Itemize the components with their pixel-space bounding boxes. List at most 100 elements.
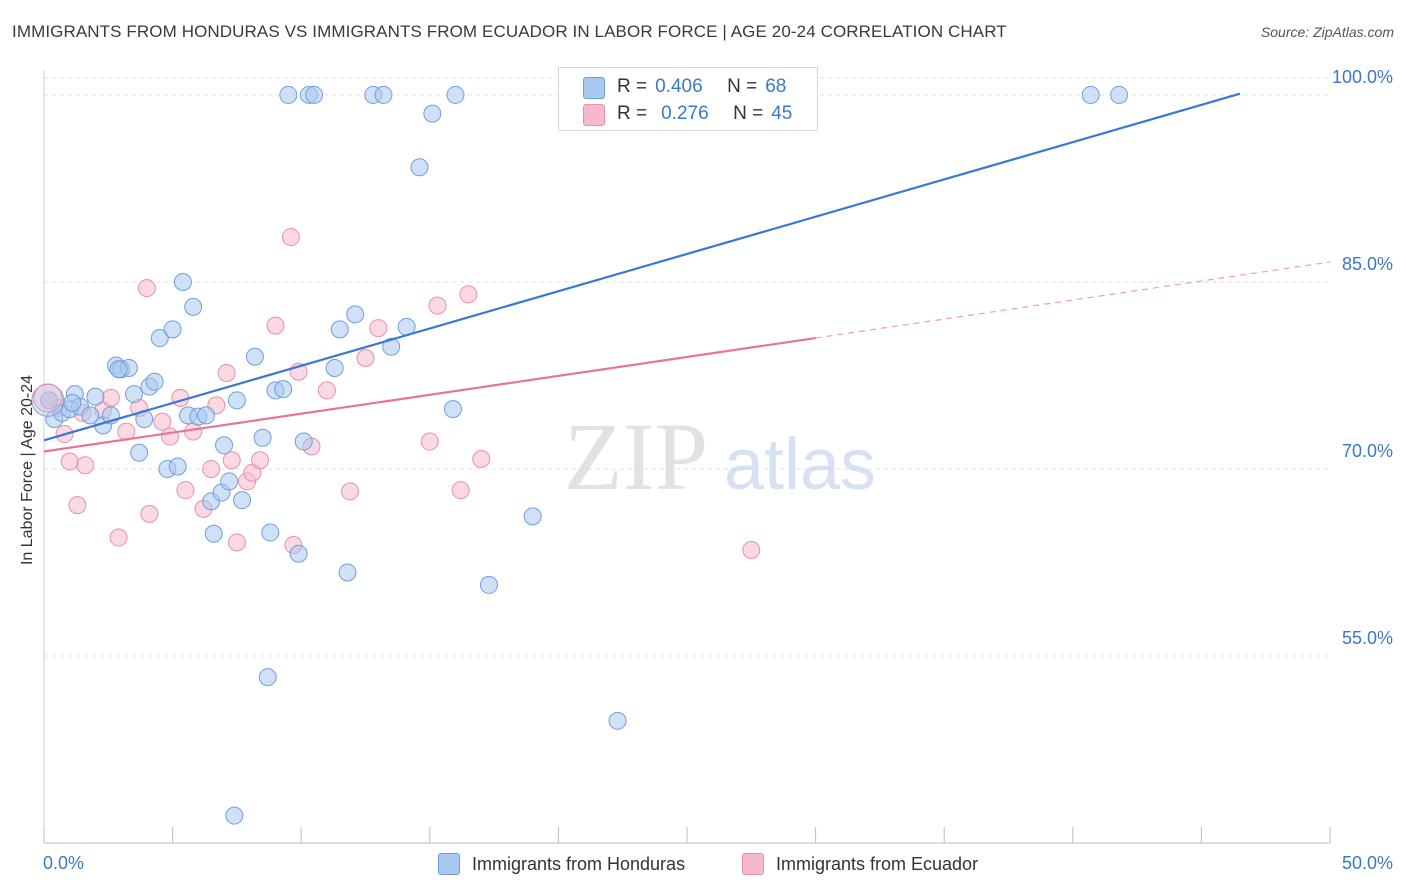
r-value: 0.406 [655,76,703,97]
honduras-point [346,305,365,324]
honduras-point [63,393,82,412]
honduras-point [184,297,203,316]
honduras-point [215,436,234,455]
honduras-trend-line [43,92,1241,442]
ecuador-point [459,285,478,304]
honduras-point [294,432,313,451]
honduras-point [443,400,462,419]
honduras-point [225,806,244,825]
ecuador-point [153,412,172,431]
ecuador-point [742,541,761,560]
honduras-point [86,387,105,406]
ecuador-cluster-point [33,383,63,413]
honduras-point [410,158,429,177]
ecuador-point [227,533,246,552]
stats-legend: R = 0.406 N = 68 R = 0.276 N = 45 [558,67,818,131]
honduras-point [227,391,246,410]
honduras-point [130,443,149,462]
legend-label-honduras: Immigrants from Honduras [472,853,686,874]
ecuador-point [369,319,388,338]
ecuador-point [356,349,375,368]
r-label: R = [617,76,648,97]
source-credit: Source: ZipAtlas.com [1260,24,1394,40]
y-tick-label: 85.0% [1342,254,1393,274]
y-tick-label: 100.0% [1332,67,1393,87]
watermark-zip: ZIP [564,403,708,510]
honduras-point [330,320,349,339]
legend-item-ecuador[interactable]: Immigrants from Ecuador [742,853,978,875]
honduras-point [279,85,298,104]
ecuador-point [266,316,285,335]
honduras-point [289,544,308,563]
honduras-point [446,85,465,104]
honduras-point [220,472,239,491]
x-tick-label: 0.0% [43,853,84,873]
honduras-point [382,337,401,356]
honduras-point [523,507,542,526]
stats-legend-row-ecuador: R = 0.276 N = 45 [583,101,793,127]
honduras-point [81,406,100,425]
honduras-point [479,575,498,594]
stats-legend-row-honduras: R = 0.406 N = 68 [583,74,787,100]
honduras-point [305,85,324,104]
ecuador-point [217,363,236,382]
honduras-point [197,406,216,425]
watermark-atlas: atlas [724,425,876,505]
series-legend: Immigrants from Honduras Immigrants from… [0,851,1406,879]
ecuador-trend-line [43,336,816,453]
ecuador-point [171,388,190,407]
honduras-point [145,372,164,391]
ecuador-point [68,496,87,515]
honduras-point [168,457,187,476]
x-tick-label: 50.0% [1342,853,1393,873]
ecuador-trend-extension [815,261,1331,339]
honduras-point [109,360,128,379]
ecuador-point [109,528,128,547]
ecuador-point [161,427,180,446]
honduras-swatch [438,853,460,875]
ecuador-point [60,452,79,471]
ecuador-point [140,504,159,523]
ecuador-point [202,459,221,478]
r-label: R = [617,103,648,124]
legend-item-honduras[interactable]: Immigrants from Honduras [438,853,685,875]
honduras-point [258,668,277,687]
ecuador-swatch [742,853,764,875]
ecuador-point [101,388,120,407]
ecuador-point [428,296,447,315]
honduras-point [338,563,357,582]
honduras-point [163,320,182,339]
n-label: N = [727,76,758,97]
ecuador-point [451,481,470,500]
ecuador-point [317,381,336,400]
honduras-point [1110,85,1129,104]
ecuador-point [420,432,439,451]
honduras-point [325,358,344,377]
r-value: 0.276 [661,103,709,124]
honduras-point [253,428,272,447]
n-value: 68 [765,76,787,97]
ecuador-point [176,481,195,500]
legend-label-ecuador: Immigrants from Ecuador [776,853,979,874]
honduras-point [125,385,144,404]
ecuador-point [137,279,156,298]
honduras-swatch [583,77,605,99]
chart-title: IMMIGRANTS FROM HONDURAS VS IMMIGRANTS F… [12,22,1007,41]
n-label: N = [733,103,764,124]
y-tick-label: 70.0% [1342,441,1393,461]
honduras-point [245,347,264,366]
n-value: 45 [771,103,793,124]
honduras-point [374,85,393,104]
ecuador-point [76,456,95,475]
y-tick-label: 55.0% [1342,628,1393,648]
honduras-point [423,104,442,123]
honduras-point [233,491,252,510]
honduras-point [173,272,192,291]
honduras-point [608,711,627,730]
honduras-point [1081,85,1100,104]
ecuador-point [341,482,360,501]
honduras-point [204,524,223,543]
ecuador-point [222,451,241,470]
ecuador-swatch [583,104,605,126]
